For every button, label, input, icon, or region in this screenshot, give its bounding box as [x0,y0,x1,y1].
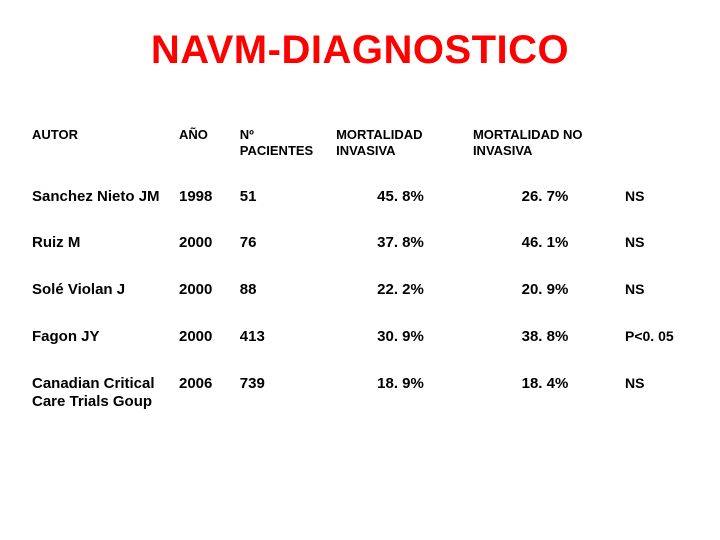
cell-autor: Ruiz M [28,220,175,267]
cell-autor: Fagon JY [28,314,175,361]
cell-minv: 30. 9% [332,314,469,361]
cell-npac: 88 [236,267,332,314]
table-row: Sanchez Nieto JM 1998 51 45. 8% 26. 7% N… [28,174,692,221]
table-body: Sanchez Nieto JM 1998 51 45. 8% 26. 7% N… [28,174,692,427]
slide-title: NAVM-DIAGNOSTICO [28,28,692,73]
col-anio: AÑO [175,121,236,174]
cell-sig: P<0. 05 [621,314,692,361]
table-row: Ruiz M 2000 76 37. 8% 46. 1% NS [28,220,692,267]
cell-autor: Solé Violan J [28,267,175,314]
cell-anio: 1998 [175,174,236,221]
table-header-row: AUTOR AÑO Nº PACIENTES MORTALIDAD INVASI… [28,121,692,174]
cell-mninv: 18. 4% [469,361,621,427]
col-autor: AUTOR [28,121,175,174]
cell-autor: Sanchez Nieto JM [28,174,175,221]
col-mninv: MORTALIDAD NO INVASIVA [469,121,621,174]
cell-sig: NS [621,174,692,221]
cell-npac: 739 [236,361,332,427]
cell-sig: NS [621,220,692,267]
col-minv: MORTALIDAD INVASIVA [332,121,469,174]
data-table: AUTOR AÑO Nº PACIENTES MORTALIDAD INVASI… [28,121,692,426]
cell-minv: 18. 9% [332,361,469,427]
cell-anio: 2000 [175,220,236,267]
cell-npac: 413 [236,314,332,361]
cell-mninv: 46. 1% [469,220,621,267]
table-row: Solé Violan J 2000 88 22. 2% 20. 9% NS [28,267,692,314]
cell-sig: NS [621,361,692,427]
table-row: Canadian Critical Care Trials Goup 2006 … [28,361,692,427]
cell-mninv: 20. 9% [469,267,621,314]
cell-mninv: 26. 7% [469,174,621,221]
cell-minv: 22. 2% [332,267,469,314]
cell-npac: 51 [236,174,332,221]
cell-anio: 2000 [175,267,236,314]
cell-npac: 76 [236,220,332,267]
cell-sig: NS [621,267,692,314]
slide: NAVM-DIAGNOSTICO AUTOR AÑO Nº PACIENTES … [0,0,720,540]
cell-mninv: 38. 8% [469,314,621,361]
col-npac: Nº PACIENTES [236,121,332,174]
cell-anio: 2000 [175,314,236,361]
table-row: Fagon JY 2000 413 30. 9% 38. 8% P<0. 05 [28,314,692,361]
cell-minv: 37. 8% [332,220,469,267]
col-sig [621,121,692,174]
cell-autor: Canadian Critical Care Trials Goup [28,361,175,427]
cell-anio: 2006 [175,361,236,427]
cell-minv: 45. 8% [332,174,469,221]
